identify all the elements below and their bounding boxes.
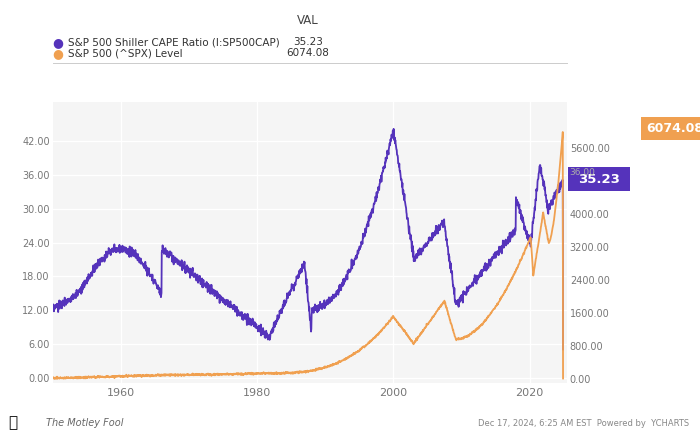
Text: S&P 500 (^SPX) Level: S&P 500 (^SPX) Level [68, 48, 183, 58]
Text: 35.23: 35.23 [293, 37, 323, 47]
Text: Dec 17, 2024, 6:25 AM EST  Powered by  YCHARTS: Dec 17, 2024, 6:25 AM EST Powered by YCH… [478, 419, 690, 427]
Text: VAL: VAL [297, 14, 319, 27]
Text: 6074.08: 6074.08 [646, 122, 700, 135]
Text: S&P 500 Shiller CAPE Ratio (I:SP500CAP): S&P 500 Shiller CAPE Ratio (I:SP500CAP) [68, 37, 279, 47]
Text: ●: ● [52, 47, 64, 60]
Text: 6074.08: 6074.08 [286, 48, 330, 58]
Text: ●: ● [52, 35, 64, 49]
Text: 🤡: 🤡 [8, 416, 18, 431]
Text: 36.00: 36.00 [569, 168, 595, 177]
Text: The Motley Fool: The Motley Fool [46, 418, 123, 428]
Text: 35.23: 35.23 [578, 173, 620, 186]
